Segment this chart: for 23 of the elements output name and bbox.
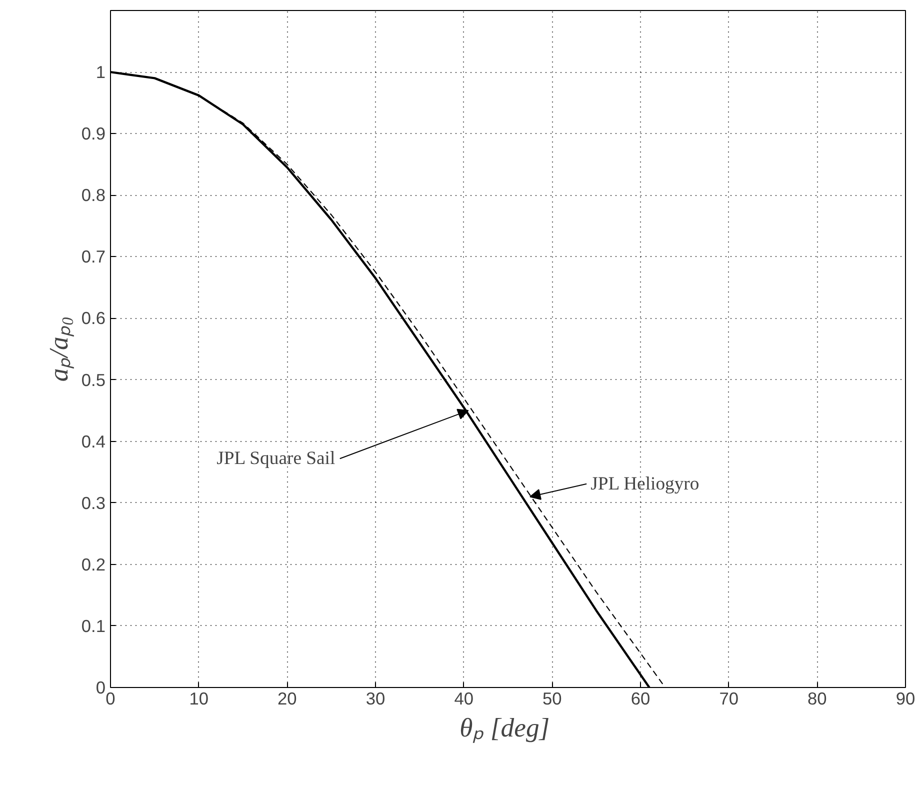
x-axis-title: θₚ [deg] — [460, 712, 550, 744]
x-tick-label: 50 — [542, 688, 562, 708]
x-tick-label: 90 — [896, 688, 916, 708]
y-tick-label: 1 — [96, 62, 106, 82]
x-tick-label: 80 — [808, 688, 827, 708]
y-tick-label: 0.8 — [81, 185, 106, 206]
y-tick-label: 0.6 — [81, 308, 106, 328]
y-tick-label: 0.1 — [81, 616, 106, 636]
y-axis-title: aₚ/aₚ₀ — [43, 316, 74, 382]
annotation: JPL Square Sail — [216, 448, 336, 470]
y-tick-label: 0.4 — [81, 431, 106, 452]
x-tick-label: 10 — [189, 688, 208, 708]
annotation: JPL Heliogyro — [590, 473, 700, 494]
x-tick-label: 40 — [454, 688, 474, 708]
y-tick-label: 0.2 — [81, 554, 106, 574]
y-tick-label: 0.9 — [81, 124, 106, 144]
y-tick-label: 0.5 — [81, 370, 106, 390]
x-tick-label: 70 — [719, 688, 738, 708]
x-tick-label: 60 — [630, 688, 650, 708]
y-tick-label: 0.7 — [81, 246, 106, 267]
x-tick-label: 20 — [278, 688, 297, 708]
y-tick-label: 0.3 — [81, 492, 106, 513]
x-tick-label: 30 — [366, 688, 386, 708]
